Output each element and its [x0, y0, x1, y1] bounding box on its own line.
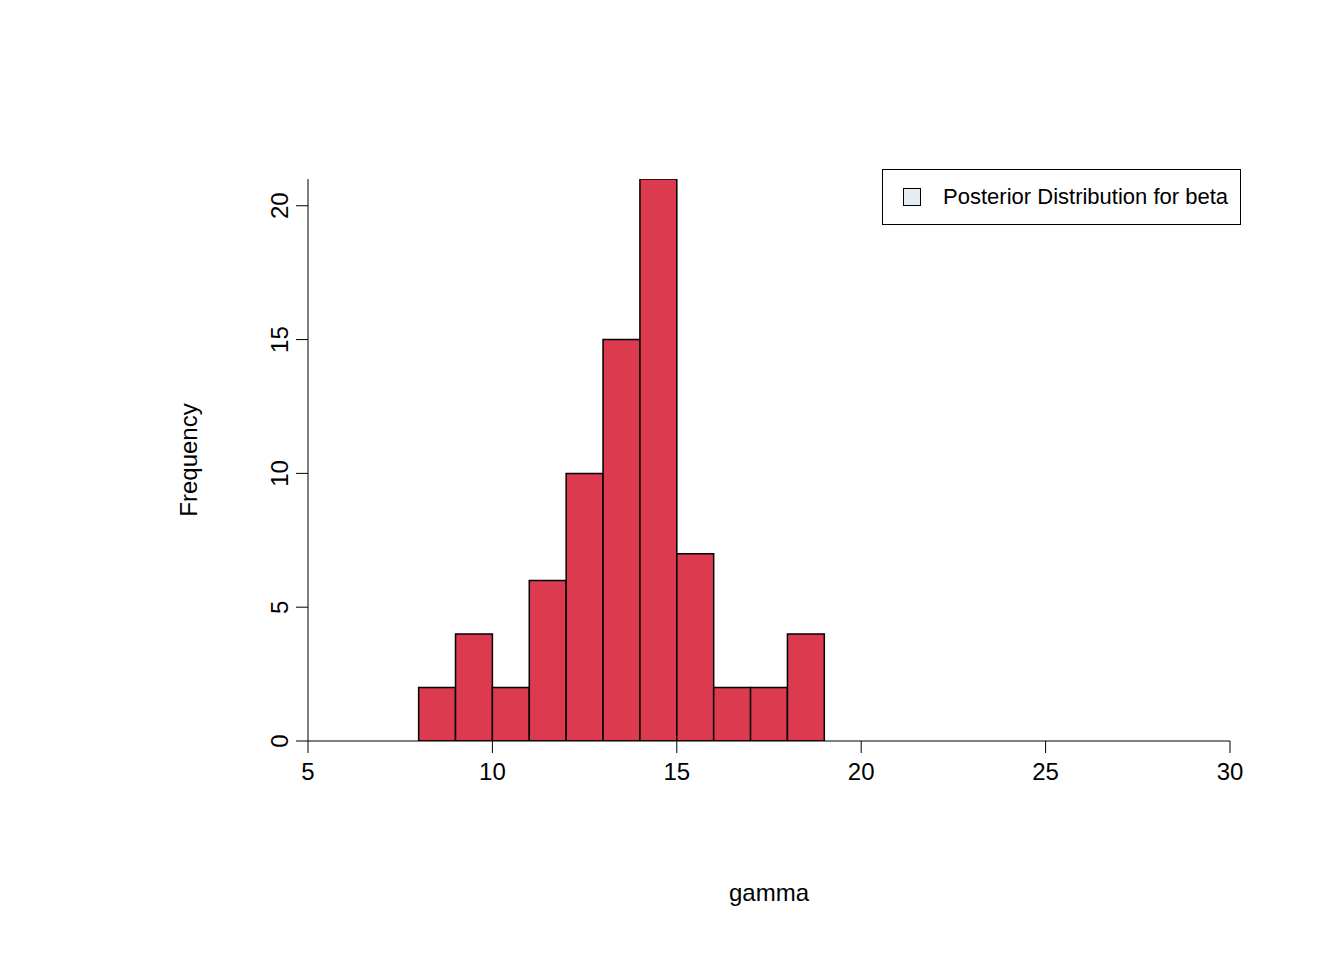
- svg-text:5: 5: [266, 601, 293, 614]
- html-text:Posterior Distribution for bet: Posterior Distribution for beta: [943, 184, 1228, 209]
- svg-text:30: 30: [1217, 758, 1244, 785]
- svg-text:10: 10: [479, 758, 506, 785]
- svg-text:0: 0: [266, 734, 293, 747]
- svg-text:5: 5: [301, 758, 314, 785]
- svg-text:20: 20: [266, 192, 293, 219]
- svg-text:15: 15: [663, 758, 690, 785]
- svg-text:10: 10: [266, 460, 293, 487]
- svg-text:25: 25: [1032, 758, 1059, 785]
- svg-text:15: 15: [266, 326, 293, 353]
- svg-text:Frequency: Frequency: [175, 403, 202, 516]
- svg-text:gamma: gamma: [729, 879, 810, 906]
- svg-text:20: 20: [848, 758, 875, 785]
